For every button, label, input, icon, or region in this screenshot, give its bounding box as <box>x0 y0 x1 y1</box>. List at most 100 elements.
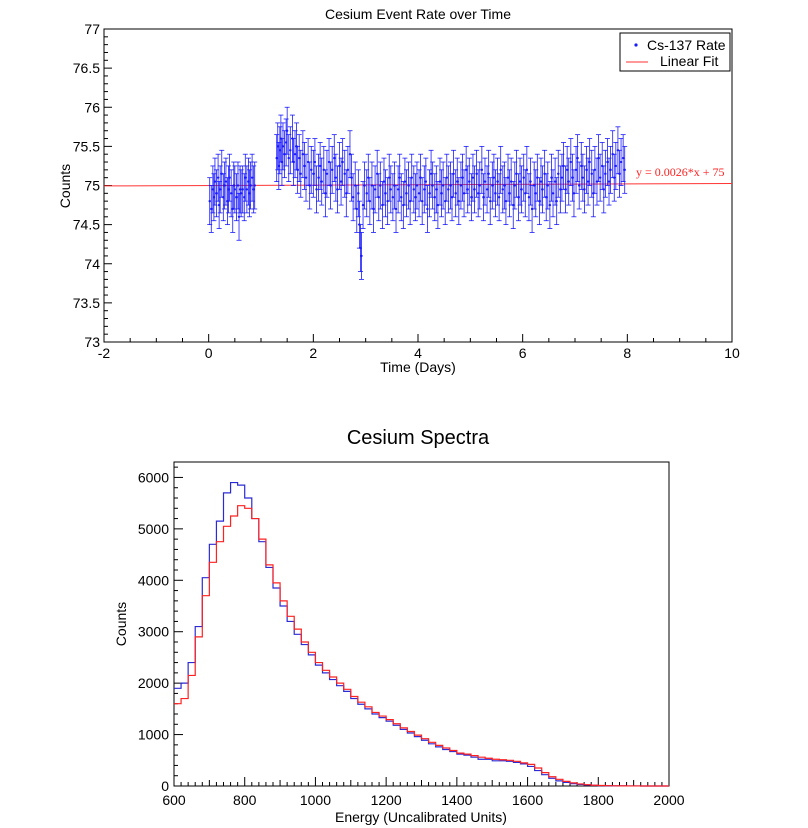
rate-x-tick-label: 0 <box>205 345 213 361</box>
rate-data-point <box>251 165 257 214</box>
rate-data-point <box>472 165 478 214</box>
spectra-y-axis-title: Counts <box>113 602 129 646</box>
rate-point-marker <box>560 176 564 179</box>
rate-data-point <box>215 153 221 202</box>
rate-data-point <box>416 169 422 218</box>
rate-point-marker <box>276 145 279 148</box>
rate-x-tick-label: 6 <box>519 345 527 361</box>
rate-point-marker <box>588 160 591 164</box>
rate-point-marker <box>426 207 429 211</box>
rate-point-marker <box>431 184 434 187</box>
rate-point-marker <box>389 188 392 191</box>
rate-data-point <box>424 185 430 233</box>
rate-data-point <box>505 153 511 202</box>
rate-x-axis-title: Time (Days) <box>380 359 456 375</box>
rate-point-marker <box>312 172 315 175</box>
rate-point-marker <box>292 160 295 164</box>
rate-point-marker <box>343 172 346 175</box>
rate-data-point <box>592 145 598 194</box>
rate-point-marker <box>618 172 621 175</box>
rate-point-marker <box>494 192 497 195</box>
rate-point-marker <box>420 199 424 203</box>
rate-point-marker <box>606 160 609 164</box>
rate-point-marker <box>581 176 585 179</box>
rate-point-marker <box>360 254 363 258</box>
rate-point-marker <box>461 176 464 179</box>
rate-data-point <box>566 157 572 206</box>
rate-point-marker <box>441 184 445 187</box>
rate-data-points <box>207 106 628 280</box>
rate-point-marker <box>224 180 228 183</box>
rate-point-marker <box>553 180 557 183</box>
rate-data-point <box>584 145 590 194</box>
rate-point-marker <box>489 199 492 203</box>
rate-point-marker <box>478 184 481 187</box>
rate-point-marker <box>551 192 555 195</box>
rate-point-marker <box>303 164 306 168</box>
rate-point-marker <box>315 188 318 191</box>
rate-point-marker <box>604 172 607 175</box>
rate-data-point <box>456 177 462 226</box>
rate-point-marker <box>236 184 240 187</box>
rate-y-tick-label: 75.5 <box>73 138 100 154</box>
rate-point-marker <box>415 184 419 187</box>
rate-data-point <box>515 173 521 222</box>
rate-point-marker <box>232 184 235 187</box>
rate-point-marker <box>363 184 366 187</box>
rate-y-tick-label: 74 <box>84 256 100 272</box>
rate-point-marker <box>475 172 478 175</box>
rate-data-point <box>602 149 608 198</box>
rate-data-point <box>512 161 518 210</box>
rate-point-marker <box>414 196 417 199</box>
rate-point-marker <box>355 207 358 211</box>
spectra-chart-title: Cesium Spectra <box>347 427 490 449</box>
rate-point-marker <box>324 192 327 195</box>
legend-data-label: Cs-137 Rate <box>647 37 726 53</box>
rate-fit-line-group <box>103 182 733 187</box>
rate-point-marker <box>396 188 400 191</box>
rate-data-point <box>345 145 351 194</box>
rate-data-point <box>445 165 451 214</box>
rate-point-marker <box>580 164 583 168</box>
spectra-y-tick-label: 1000 <box>138 727 169 743</box>
rate-point-marker <box>518 180 522 183</box>
rate-y-tick-label: 75 <box>84 178 100 194</box>
rate-point-marker <box>621 156 625 160</box>
rate-point-marker <box>350 176 353 179</box>
rate-data-point <box>214 169 220 218</box>
rate-data-point <box>447 161 453 210</box>
rate-point-marker <box>341 160 344 164</box>
spectra-x-ticks: 600 800 1000 1200 1400 1600 1800 2000 <box>162 777 685 808</box>
rate-point-marker <box>400 196 403 199</box>
rate-point-marker <box>298 156 301 160</box>
rate-point-marker <box>602 188 605 191</box>
rate-x-tick-label: 4 <box>414 345 422 361</box>
rate-point-marker <box>229 192 233 195</box>
rate-data-point <box>451 149 457 198</box>
rate-data-point <box>313 165 319 214</box>
rate-point-marker <box>410 176 413 179</box>
rate-point-marker <box>520 188 523 191</box>
rate-data-point <box>295 145 301 194</box>
spectra-y-tick-label: 6000 <box>138 469 169 485</box>
rate-point-marker <box>284 141 288 144</box>
rate-point-marker <box>318 164 322 168</box>
rate-fit-equation: y = 0.0026*x + 75 <box>636 165 725 179</box>
spectrum-blue-histogram <box>174 481 669 787</box>
rate-point-marker <box>482 196 485 199</box>
rate-point-marker <box>212 196 216 199</box>
rate-point-marker <box>565 168 569 172</box>
rate-point-marker <box>233 188 237 191</box>
rate-point-marker <box>623 168 626 172</box>
spectra-x-tick-label: 1400 <box>441 792 472 808</box>
rate-point-marker <box>308 184 311 187</box>
rate-data-point <box>581 165 587 214</box>
rate-data-point <box>524 145 530 194</box>
rate-data-point <box>393 185 399 233</box>
rate-point-marker <box>576 156 579 160</box>
rate-point-marker <box>281 145 285 148</box>
rate-point-marker <box>289 149 292 152</box>
rate-data-point <box>440 161 446 210</box>
rate-data-point <box>223 157 229 206</box>
